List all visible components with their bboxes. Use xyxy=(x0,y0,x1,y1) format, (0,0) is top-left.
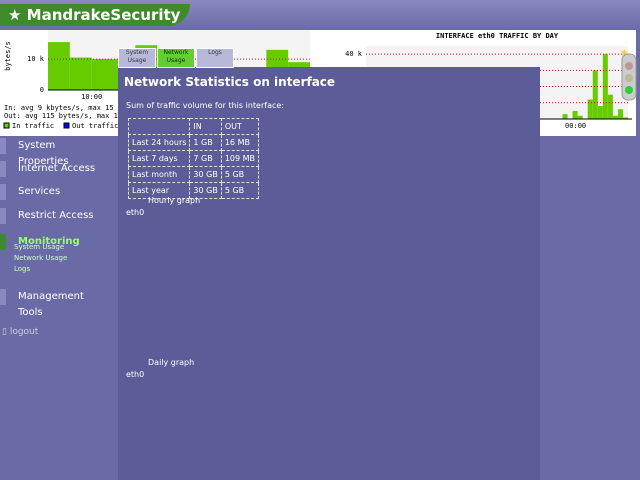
logo[interactable]: ★ MandrakeSecurity xyxy=(0,4,190,26)
table-cell: 5 GB xyxy=(220,182,260,199)
graph-interface: eth0 xyxy=(126,370,145,379)
legend-label: Out traffic xyxy=(72,122,118,130)
logout[interactable]: ▯ logout xyxy=(2,327,39,337)
y-tick-label: 10 k xyxy=(27,55,45,63)
traffic-bar xyxy=(612,115,618,119)
status-icon: ★ xyxy=(620,44,637,101)
traffic-bar xyxy=(562,114,568,119)
legend-swatch xyxy=(3,122,10,129)
y-axis-label: bytes/s xyxy=(4,41,12,71)
y-tick-label: 0 xyxy=(40,86,44,94)
submenu-item[interactable]: System Usage xyxy=(14,243,65,251)
traffic-bar xyxy=(587,99,593,119)
legend-swatch xyxy=(63,122,70,129)
graph-title: INTERFACE eth0 TRAFFIC BY DAY xyxy=(436,32,559,40)
graph-interface: eth0 xyxy=(126,208,145,217)
tab[interactable]: System Usage xyxy=(118,48,156,68)
traffic-bar xyxy=(577,115,583,119)
traffic-bar xyxy=(91,59,114,90)
table-cell: Last 24 hours xyxy=(127,134,191,151)
traffic-bar xyxy=(602,54,608,119)
y-tick-label: 40 k xyxy=(345,50,363,58)
menu-item[interactable]: Management Tools xyxy=(0,289,105,318)
tab[interactable]: Logs xyxy=(196,48,234,68)
menu-item[interactable]: Services xyxy=(0,184,105,200)
table-cell: 1 GB xyxy=(189,134,222,151)
stats-line: In: avg 9 kbytes/s, max 15 kbytes/s xyxy=(4,104,152,112)
x-tick-label: 00:00 xyxy=(565,122,586,130)
traffic-bar xyxy=(607,94,613,119)
header-cell: IN xyxy=(189,118,222,135)
tab[interactable]: Network Usage xyxy=(157,48,195,68)
table-row: Last month 30 GB 5 GB xyxy=(127,166,260,183)
traffic-bar xyxy=(69,57,92,90)
traffic-bar xyxy=(48,42,70,90)
traffic-bar xyxy=(622,117,628,119)
table-cell: 30 GB xyxy=(189,166,222,183)
table-cell: 109 MB xyxy=(220,150,260,167)
legend-label: In traffic xyxy=(12,122,54,130)
table-cell: 30 GB xyxy=(189,182,222,199)
traffic-bar xyxy=(617,109,623,119)
traffic-table: IN OUT Last 24 hours 1 GB 16 MB Last 7 days 7 … xyxy=(127,118,260,199)
table-cell: 5 GB xyxy=(220,166,260,183)
menu-item[interactable]: Monitoring xyxy=(0,234,105,250)
svg-text:★: ★ xyxy=(620,44,629,60)
graph-section-label: Daily graph xyxy=(148,358,195,367)
header-cell xyxy=(127,118,191,135)
traffic-bar xyxy=(597,106,603,119)
menu-item[interactable]: Internet Access xyxy=(0,161,105,177)
logout-text: logout xyxy=(9,327,39,337)
page-title: Network Statistics on interface xyxy=(124,75,336,89)
header-cell: OUT xyxy=(220,118,260,135)
menu-item[interactable]: System Properties xyxy=(0,138,105,167)
traffic-bar xyxy=(572,110,578,119)
table-cell: 16 MB xyxy=(220,134,260,151)
submenu-item[interactable]: Network Usage xyxy=(14,254,68,262)
sum-label: Sum of traffic volume for this interface… xyxy=(126,101,284,110)
graph-section-label: Hourly graph xyxy=(148,196,201,205)
table-row: Last 7 days 7 GB 109 MB xyxy=(127,150,260,167)
logo-text: MandrakeSecurity xyxy=(26,6,181,24)
traffic-bar xyxy=(592,70,598,119)
submenu-item[interactable]: Logs xyxy=(14,265,31,273)
table-cell: Last month xyxy=(127,166,191,183)
x-tick-label: 10:00 xyxy=(81,93,102,101)
table-cell: 7 GB xyxy=(189,150,222,167)
stats-line: Out: avg 115 bytes/s, max 1 kbytes/s xyxy=(4,112,156,120)
table-cell: Last 7 days xyxy=(127,150,191,167)
table-row: Last year 30 GB 5 GB xyxy=(127,182,260,199)
menu-item[interactable]: Restrict Access xyxy=(0,208,105,224)
table-row: Last 24 hours 1 GB 16 MB xyxy=(127,134,260,151)
table-header: IN OUT xyxy=(127,118,260,135)
